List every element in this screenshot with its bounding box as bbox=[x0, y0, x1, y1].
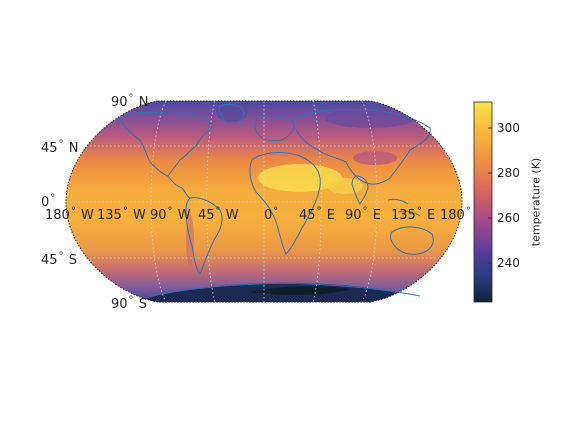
lon-label-135w: 135° W bbox=[97, 209, 146, 223]
lon-label-45e: 45° E bbox=[299, 209, 335, 223]
lon-label-90e: 90° E bbox=[345, 209, 381, 223]
colorbar-label: temperature (K) bbox=[530, 158, 543, 246]
lon-label-90w: 90° W bbox=[150, 209, 191, 223]
lon-label-45w: 45° W bbox=[198, 209, 239, 223]
lat-label-45n: 45° N bbox=[41, 142, 78, 156]
lat-label-90n: 90° N bbox=[111, 96, 148, 110]
lon-label-180w: 180° W bbox=[45, 209, 94, 223]
colorbar-tick-label: 240 bbox=[497, 257, 520, 269]
colorbar bbox=[474, 102, 492, 302]
colorbar-tick-label: 260 bbox=[497, 212, 520, 224]
colorbar-tick-label: 280 bbox=[497, 167, 520, 179]
lon-label-0: 0° bbox=[264, 209, 279, 223]
colorbar-tick-label: 300 bbox=[497, 122, 520, 134]
temperature-field bbox=[60, 98, 470, 308]
lon-label-135e: 135° E bbox=[391, 209, 435, 223]
lon-label-180e: 180° bbox=[440, 209, 472, 223]
lat-label-45s: 45° S bbox=[41, 254, 77, 268]
lat-label-90s: 90° S bbox=[111, 298, 147, 312]
